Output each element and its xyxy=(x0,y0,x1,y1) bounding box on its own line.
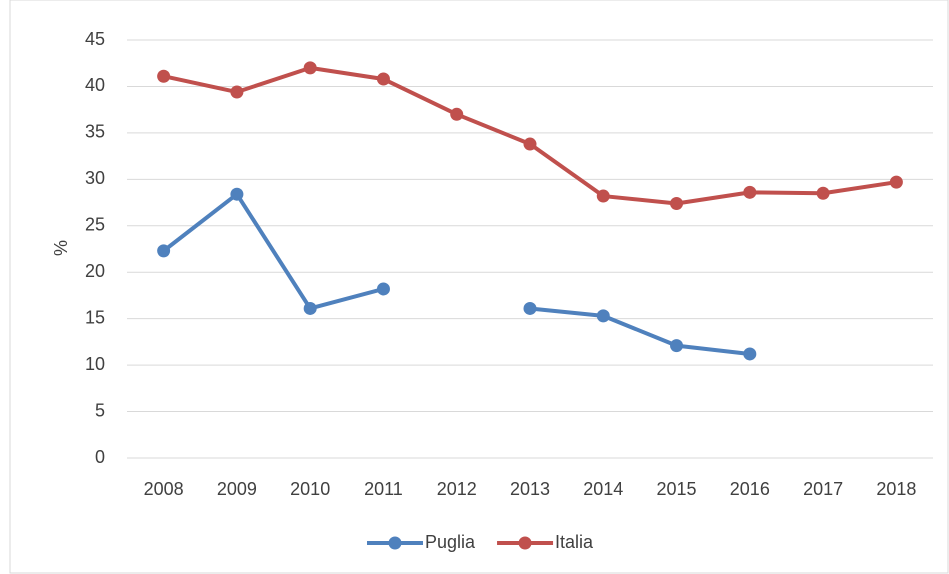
y-tick-label: 45 xyxy=(85,29,105,49)
series-marker xyxy=(303,301,317,315)
x-tick-label: 2016 xyxy=(730,479,770,499)
x-tick-label: 2009 xyxy=(217,479,257,499)
series-marker xyxy=(523,137,537,151)
series-marker xyxy=(230,85,244,99)
x-tick-label: 2010 xyxy=(290,479,330,499)
x-tick-label: 2014 xyxy=(583,479,623,499)
x-tick-label: 2018 xyxy=(876,479,916,499)
series-marker xyxy=(670,196,684,210)
y-tick-label: 35 xyxy=(85,122,105,142)
series-line xyxy=(162,192,384,311)
x-tick-label: 2017 xyxy=(803,479,843,499)
y-tick-label: 20 xyxy=(85,261,105,281)
series-marker xyxy=(743,185,757,199)
x-tick-label: 2013 xyxy=(510,479,550,499)
series-marker xyxy=(743,347,757,361)
series-marker xyxy=(303,61,317,75)
y-tick-label: 40 xyxy=(85,75,105,95)
y-tick-label: 10 xyxy=(85,354,105,374)
legend-marker xyxy=(518,536,532,550)
series-marker xyxy=(157,69,171,83)
legend-label: Puglia xyxy=(425,532,476,552)
series-marker xyxy=(816,186,830,200)
series-marker xyxy=(670,339,684,353)
series-marker xyxy=(596,309,610,323)
x-tick-label: 2015 xyxy=(657,479,697,499)
series-marker xyxy=(376,282,390,296)
y-tick-label: 30 xyxy=(85,168,105,188)
series-marker xyxy=(157,244,171,258)
y-tick-label: 5 xyxy=(95,400,105,420)
legend-marker xyxy=(388,536,402,550)
y-tick-label: 15 xyxy=(85,307,105,327)
y-tick-label: 0 xyxy=(95,447,105,467)
series-marker xyxy=(450,107,464,121)
y-tick-label: 25 xyxy=(85,215,105,235)
series-line xyxy=(529,306,751,356)
series-line xyxy=(163,65,897,206)
x-tick-label: 2008 xyxy=(144,479,184,499)
legend-label: Italia xyxy=(555,532,594,552)
x-tick-label: 2011 xyxy=(364,479,403,499)
series-marker xyxy=(596,189,610,203)
x-tick-label: 2012 xyxy=(437,479,477,499)
chart-border xyxy=(9,0,949,574)
series-marker xyxy=(230,187,244,201)
series-marker xyxy=(523,301,537,315)
series-marker xyxy=(889,175,903,189)
series-marker xyxy=(376,72,390,86)
y-axis-label: % xyxy=(51,240,71,256)
